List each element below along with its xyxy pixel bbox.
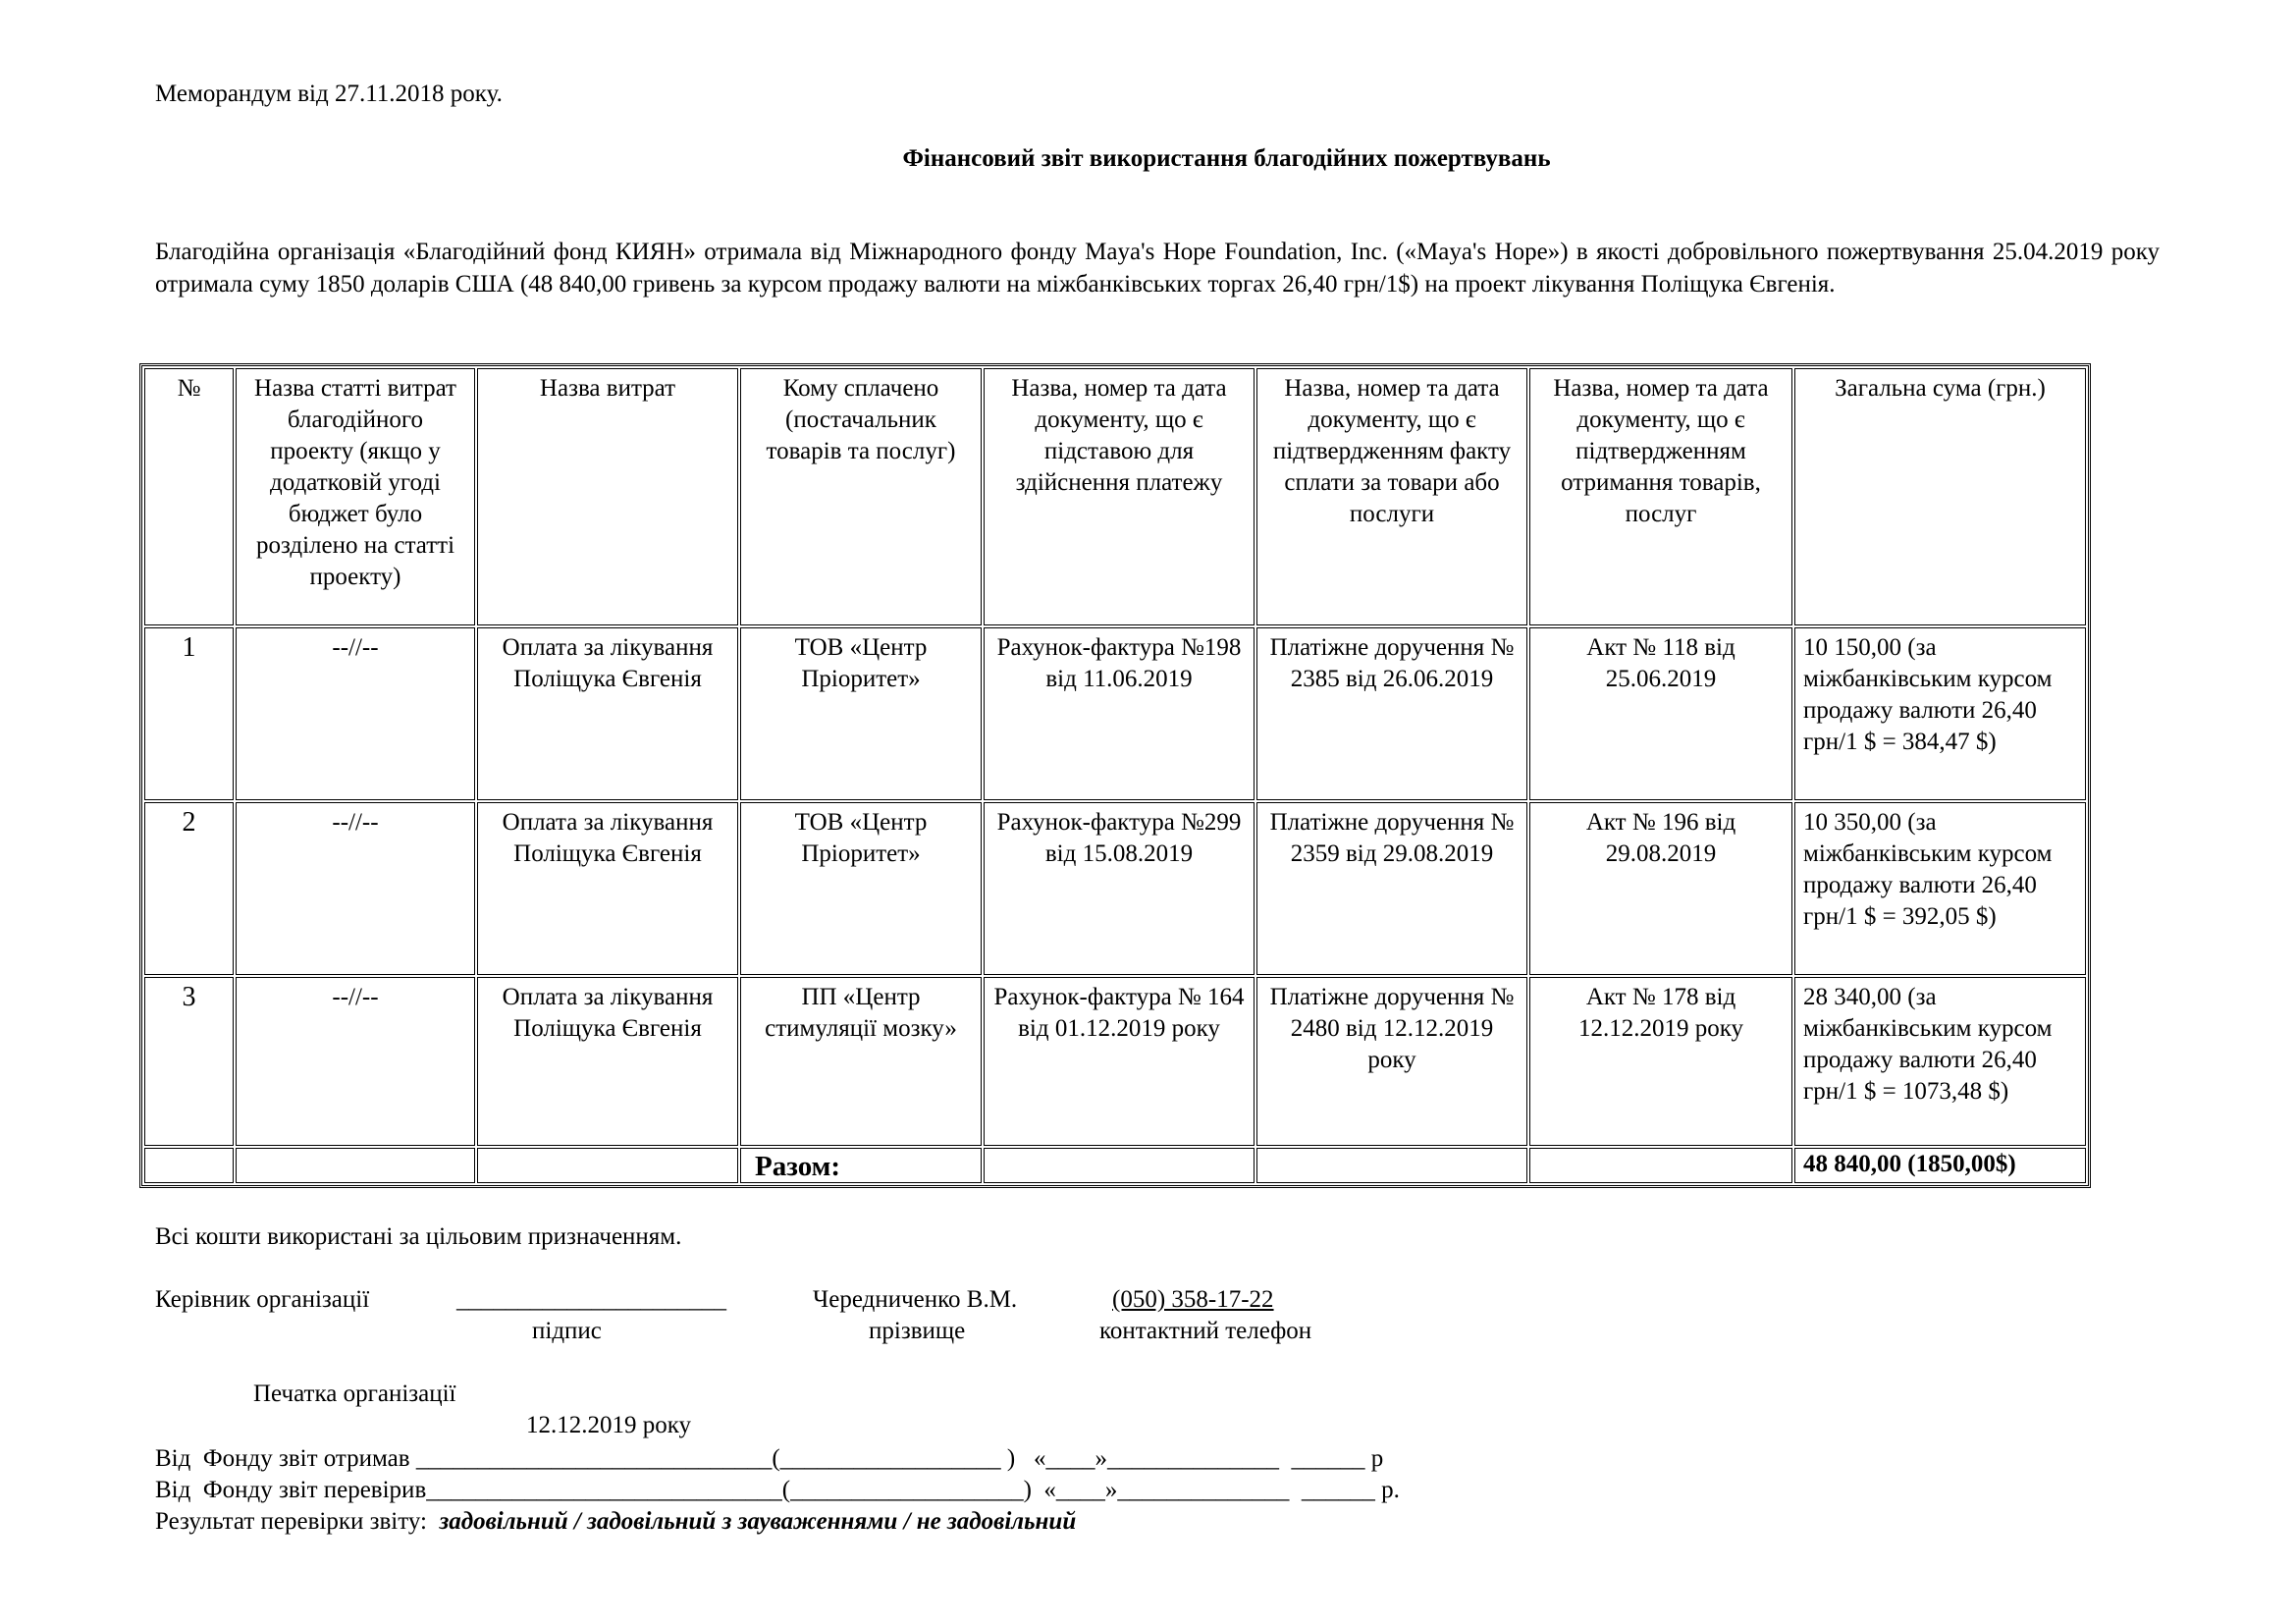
row-number: 2	[144, 802, 234, 975]
col-header: Назва, номер та дата документу, що є під…	[1256, 368, 1527, 625]
report-date: 12.12.2019 року	[526, 1412, 692, 1438]
expenses-table: № Назва статті витрат благодійного проек…	[139, 363, 2091, 1188]
cell: --//--	[236, 977, 475, 1146]
result-label: Результат перевірки звіту:	[155, 1508, 427, 1535]
cell: Платіжне доручення № 2480 від 12.12.2019…	[1256, 977, 1527, 1146]
total-row: Разом: 48 840,00 (1850,00$)	[144, 1148, 2086, 1183]
total-label: Разом:	[740, 1148, 982, 1183]
usage-statement: Всі кошти використані за цільовим призна…	[155, 1223, 682, 1250]
cell	[236, 1148, 475, 1183]
head-label: Керівник організації	[155, 1286, 370, 1313]
table-row: 3 --//-- Оплата за лікування Поліщука Єв…	[144, 977, 2086, 1146]
cell: Оплата за лікування Поліщука Євгенія	[477, 627, 738, 800]
result-line: Результат перевірки звіту: задовільний /…	[155, 1506, 1076, 1538]
stamp-label: Печатка організації	[253, 1380, 456, 1407]
amount-cell: 10 350,00 (за міжбанківським курсом прод…	[1794, 802, 2086, 975]
col-header: Назва витрат	[477, 368, 738, 625]
col-header: Загальна сума (грн.)	[1794, 368, 2086, 625]
caption-signature: підпис	[532, 1318, 602, 1344]
row-number: 1	[144, 627, 234, 800]
cell	[144, 1148, 234, 1183]
amount-cell: 10 150,00 (за міжбанківським курсом прод…	[1794, 627, 2086, 800]
cell: Рахунок-фактура № 164 від 01.12.2019 рок…	[984, 977, 1255, 1146]
head-name: Чередниченко В.М.	[813, 1286, 1018, 1313]
cell: ТОВ «Центр Пріоритет»	[740, 802, 982, 975]
cell: Акт № 178 від 12.12.2019 року	[1529, 977, 1792, 1146]
col-header: Назва, номер та дата документу, що є під…	[984, 368, 1255, 625]
row-number: 3	[144, 977, 234, 1146]
cell	[1529, 1148, 1792, 1183]
cell: Акт № 196 від 29.08.2019	[1529, 802, 1792, 975]
checked-line: Від Фонду звіт перевірив________________…	[155, 1477, 1400, 1503]
table-header-row: № Назва статті витрат благодійного проек…	[144, 368, 2086, 625]
amount-cell: 28 340,00 (за міжбанківським курсом прод…	[1794, 977, 2086, 1146]
col-header: Назва, номер та дата документу, що є під…	[1529, 368, 1792, 625]
cell: Акт № 118 від 25.06.2019	[1529, 627, 1792, 800]
received-line: Від Фонду звіт отримав _________________…	[155, 1445, 1384, 1472]
cell	[984, 1148, 1255, 1183]
intro-paragraph: Благодійна організація «Благодійний фонд…	[155, 239, 2160, 298]
cell	[477, 1148, 738, 1183]
memo-line: Меморандум від 27.11.2018 року.	[155, 81, 503, 107]
contact-phone: (050) 358-17-22	[1112, 1286, 1274, 1313]
cell: Платіжне доручення № 2385 від 26.06.2019	[1256, 627, 1527, 800]
caption-phone: контактний телефон	[1099, 1318, 1312, 1344]
cell: Платіжне доручення № 2359 від 29.08.2019	[1256, 802, 1527, 975]
cell	[1256, 1148, 1527, 1183]
cell: Оплата за лікування Поліщука Євгенія	[477, 802, 738, 975]
col-header: Кому сплачено (постачальник товарів та п…	[740, 368, 982, 625]
cell: Рахунок-фактура №299 від 15.08.2019	[984, 802, 1255, 975]
col-header: №	[144, 368, 234, 625]
cell: --//--	[236, 627, 475, 800]
caption-name: прізвище	[869, 1318, 966, 1344]
cell: Рахунок-фактура №198 від 11.06.2019	[984, 627, 1255, 800]
cell: Оплата за лікування Поліщука Євгенія	[477, 977, 738, 1146]
signature-line: ______________________	[456, 1286, 726, 1313]
table-row: 1 --//-- Оплата за лікування Поліщука Єв…	[144, 627, 2086, 800]
report-title: Фінансовий звіт використання благодійних…	[902, 145, 1551, 172]
cell: --//--	[236, 802, 475, 975]
cell: ТОВ «Центр Пріоритет»	[740, 627, 982, 800]
cell: ПП «Центр стимуляції мозку»	[740, 977, 982, 1146]
total-value: 48 840,00 (1850,00$)	[1794, 1148, 2086, 1183]
col-header: Назва статті витрат благодійного проекту…	[236, 368, 475, 625]
table-row: 2 --//-- Оплата за лікування Поліщука Єв…	[144, 802, 2086, 975]
result-options: задовільний / задовільний з зауваженнями…	[439, 1508, 1077, 1535]
